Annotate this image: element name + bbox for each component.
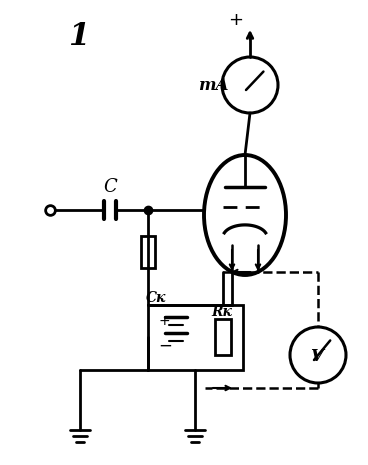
- Text: V: V: [310, 348, 323, 365]
- Text: mA: mA: [198, 77, 229, 94]
- Text: −: −: [158, 337, 172, 355]
- Bar: [141, 236, 155, 268]
- Text: Cк: Cк: [146, 291, 166, 305]
- Text: 1: 1: [68, 21, 89, 52]
- Text: +: +: [228, 11, 243, 29]
- Text: Rк: Rк: [211, 305, 232, 319]
- Bar: [148, 305, 243, 370]
- Text: +: +: [158, 314, 170, 328]
- Text: C: C: [103, 178, 117, 196]
- Bar: [215, 319, 231, 355]
